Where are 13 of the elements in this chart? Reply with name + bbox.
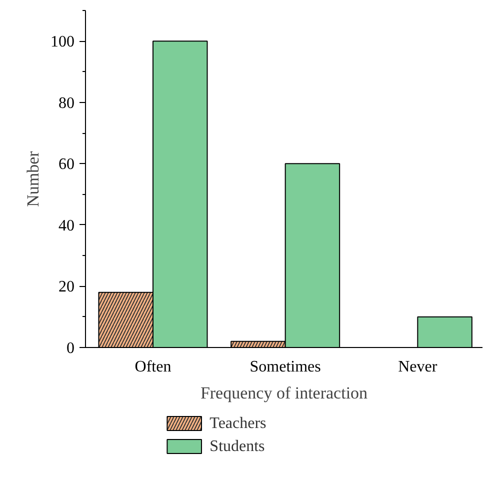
x-tick-label: Sometimes [250, 358, 321, 376]
y-tick-label: 20 [58, 278, 74, 296]
y-tick-label: 40 [58, 217, 74, 234]
x-axis-title: Frequency of interaction [200, 384, 368, 402]
legend-label: Teachers [210, 415, 266, 432]
y-tick-label: 0 [66, 340, 74, 357]
legend-label: Students [210, 438, 265, 455]
x-tick-label: Never [398, 358, 438, 376]
y-axis-title: Number [24, 150, 42, 207]
y-tick-label: 60 [58, 156, 74, 174]
x-tick-label: Often [134, 358, 172, 376]
y-tick-label: 80 [58, 94, 74, 112]
y-tick-label: 100 [50, 34, 74, 51]
